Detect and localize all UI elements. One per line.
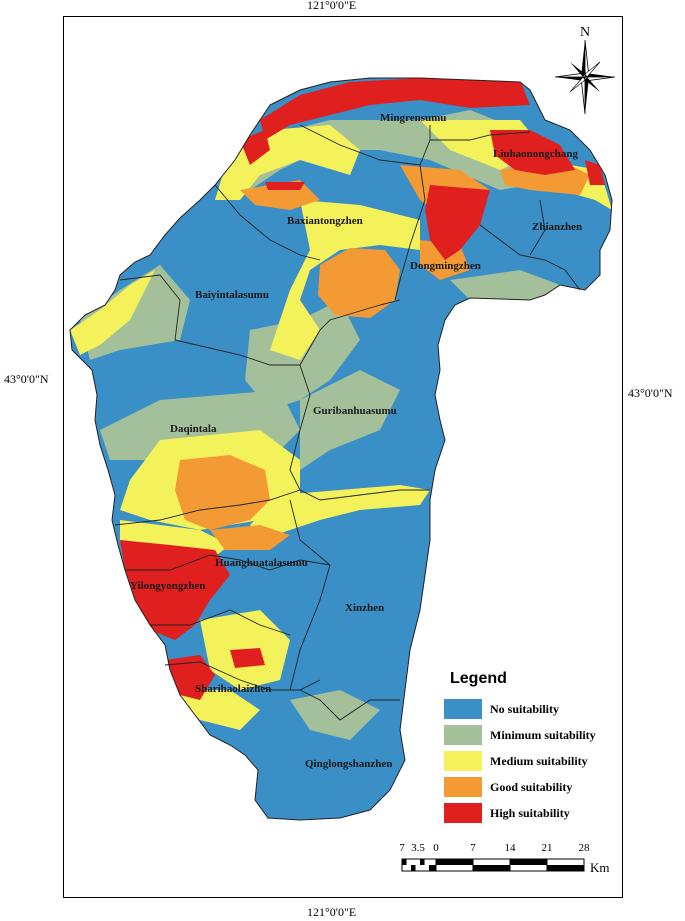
legend-swatch [444,777,482,797]
legend-label: Minimum suitability [490,727,596,742]
scale-tick: 21 [541,842,553,854]
region-label-huanghuatalasumu: Huanghuatalasumu [215,557,308,569]
region-label-xinzhen: Xinzhen [345,602,384,614]
region-label-dongmingzhen: Dongmingzhen [410,260,481,272]
scale-unit: Km [590,860,610,875]
right-latitude-label: 43°0'0"N [628,386,673,400]
north-label: N [580,25,590,40]
scale-tick: 3.5 [411,842,425,854]
legend-item-medium-suitability: Medium suitability [444,748,624,774]
scale-tick: 7 [470,842,476,854]
legend-item-high-suitability: High suitability [444,800,624,826]
legend-swatch [444,803,482,823]
region-label-yilongyongzhen: Yilongyongzhen [130,580,205,592]
scale-bar: 7 3.5 0 7 14 21 28 Km [398,842,618,882]
left-latitude-label: 43°0'0"N [4,372,49,386]
region-label-zhianzhen: Zhianzhen [532,221,582,233]
bottom-longitude-label: 121°0'0"E [307,905,357,919]
legend-swatch [444,751,482,771]
scale-tick: 28 [578,842,590,854]
region-label-baxiantongzhen: Baxiantongzhen [287,215,363,227]
legend-title: Legend [450,670,507,687]
legend-label: No suitability [490,701,560,716]
legend-swatch [444,725,482,745]
region-label-guribanhuasumu: Guribanhuasumu [313,405,397,417]
scale-tick: 14 [504,842,516,854]
north-arrow-icon: N [550,22,620,118]
region-label-sharihaolaizhen: Sharihaolaizhen [195,683,271,695]
top-longitude-label: 121°0'0"E [307,0,357,12]
region-label-qinglongshanzhen: Qinglongshanzhen [305,758,392,770]
region-label-daqintala: Daqintala [170,423,217,435]
legend-item-minimum-suitability: Minimum suitability [444,722,624,748]
legend-item-no-suitability: No suitability [444,696,624,722]
legend-item-good-suitability: Good suitability [444,774,624,800]
scale-bar-graphic [401,858,585,872]
scale-tick: 7 [399,842,405,854]
legend-label: High suitability [490,805,570,820]
scale-tick: 0 [433,842,439,854]
legend-label: Medium suitability [490,753,588,768]
region-label-liuhaonongchang: Liuhaonongchang [493,148,578,160]
legend-label: Good suitability [490,779,573,794]
region-label-baiyintalasumu: Baiyintalasumu [195,289,269,301]
region-label-mingrensumu: Mingrensumu [380,112,446,124]
legend: Legend No suitability Minimum suitabilit… [444,670,624,826]
legend-swatch [444,699,482,719]
